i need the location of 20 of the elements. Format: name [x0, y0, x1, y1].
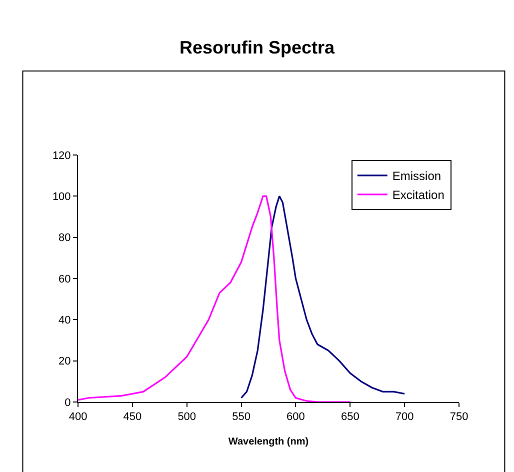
chart-title: Resorufin Spectra	[179, 38, 336, 58]
x-tick-label: 400	[68, 411, 88, 424]
line-series	[78, 195, 351, 402]
y-tick-label: 60	[58, 273, 71, 286]
y-tick-label: 80	[58, 232, 71, 244]
x-tick-label: 700	[395, 411, 414, 424]
y-tick-label: 0	[64, 396, 71, 409]
y-tick-label: 100	[52, 191, 71, 204]
x-tick-label: 600	[286, 411, 305, 424]
y-tick-label: 40	[58, 314, 71, 327]
legend-label: Emission	[392, 169, 442, 184]
y-tick-label: 120	[52, 150, 71, 162]
y-tick-label: 20	[58, 356, 71, 368]
x-axis-title: Wavelength (nm)	[228, 436, 309, 448]
x-tick-label: 450	[123, 411, 142, 424]
x-tick-label: 650	[340, 411, 360, 424]
x-tick-label: 550	[232, 411, 250, 424]
legend-label: Excitation	[392, 188, 444, 202]
x-tick-label: 750	[450, 411, 468, 424]
x-tick-label: 500	[178, 411, 196, 424]
